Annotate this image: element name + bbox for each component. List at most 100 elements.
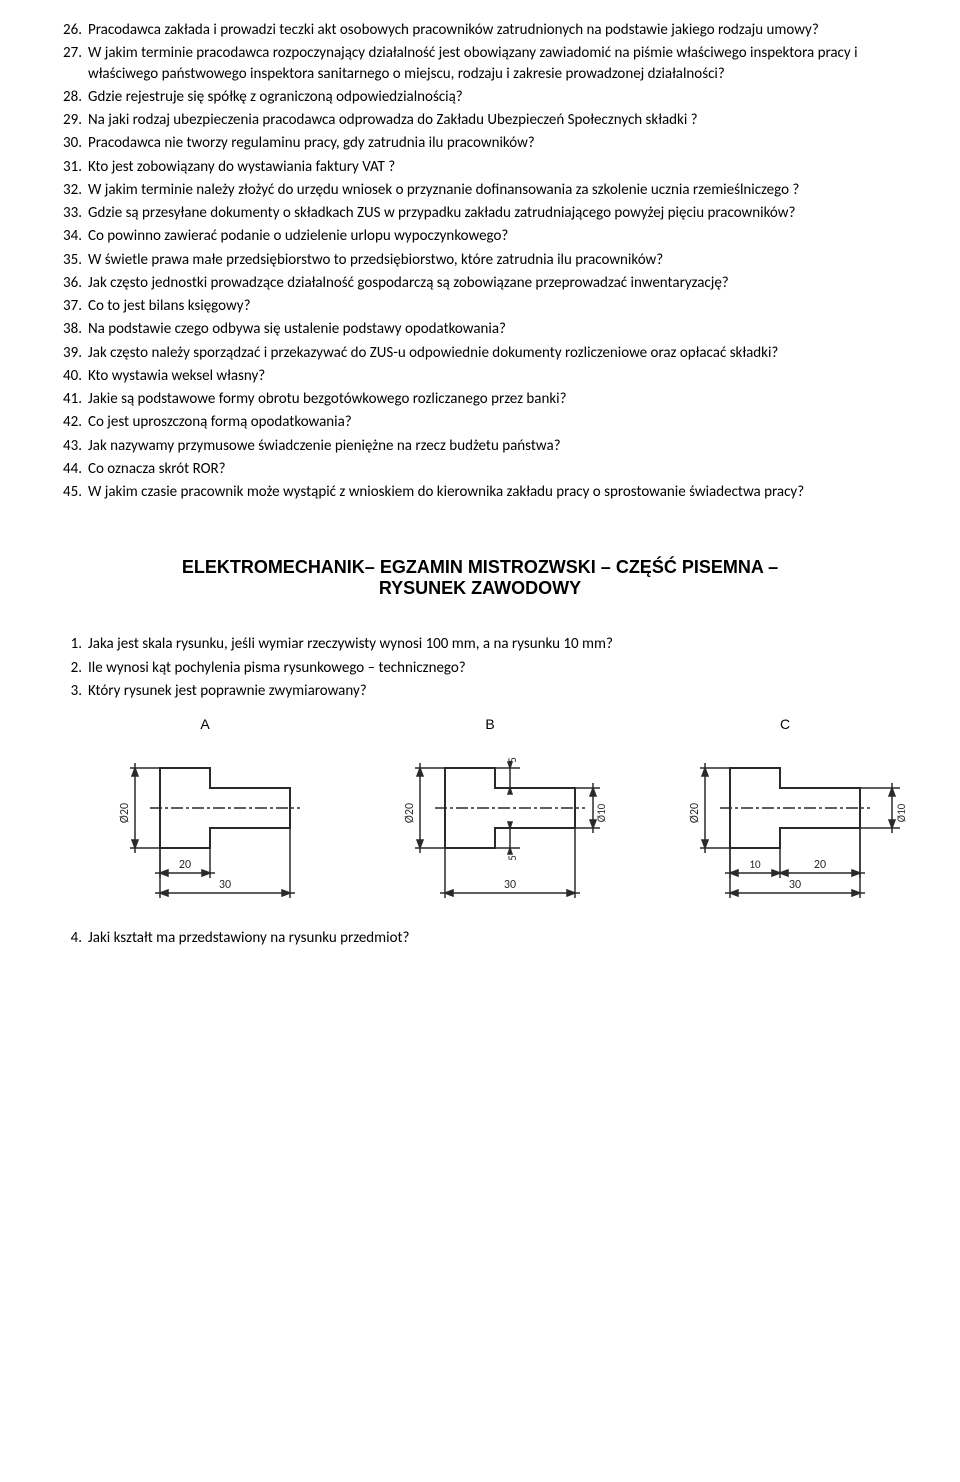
question-item: 27.W jakim terminie pracodawca rozpoczyn… [60,43,900,84]
question-number: 29. [60,110,88,130]
question-number: 33. [60,203,88,223]
question-text: Gdzie są przesyłane dokumenty o składkac… [88,203,900,223]
question-item: 26.Pracodawca zakłada i prowadzi teczki … [60,20,900,40]
question-item: 33.Gdzie są przesyłane dokumenty o skład… [60,203,900,223]
section-title-line2: RYSUNEK ZAWODOWY [60,578,900,599]
question-number: 3. [60,681,88,701]
question-text: W jakim terminie należy złożyć do urzędu… [88,180,900,200]
question-number: 44. [60,459,88,479]
question-number: 42. [60,412,88,432]
question-item: 43.Jak nazywamy przymusowe świadczenie p… [60,436,900,456]
question-text: Pracodawca nie tworzy regulaminu pracy, … [88,133,900,153]
section-title: ELEKTROMECHANIK– EGZAMIN MISTROZWSKI – C… [60,557,900,599]
question-text: Jak często jednostki prowadzące działaln… [88,273,900,293]
question-list-part2: 1.Jaka jest skala rysunku, jeśli wymiar … [60,634,900,701]
question-item: 40.Kto wystawia weksel własny? [60,366,900,386]
question-item: 37.Co to jest bilans księgowy? [60,296,900,316]
diagram-b: 5 5 Ø10 Ø20 30 [375,738,635,908]
question-text: Na jaki rodzaj ubezpieczenia pracodawca … [88,110,900,130]
question-text: Co jest uproszczoną formą opodatkowania? [88,412,900,432]
question-number: 35. [60,250,88,270]
question-text: Jaki kształt ma przedstawiony na rysunku… [88,928,900,948]
section-title-line1: ELEKTROMECHANIK– EGZAMIN MISTROZWSKI – C… [60,557,900,578]
question-number: 31. [60,157,88,177]
question-item: 36.Jak często jednostki prowadzące dział… [60,273,900,293]
question-number: 32. [60,180,88,200]
question-item: 39.Jak często należy sporządzać i przeka… [60,343,900,363]
question-text: Pracodawca zakłada i prowadzi teczki akt… [88,20,900,40]
question-number: 45. [60,482,88,502]
svg-text:Ø10: Ø10 [895,803,908,822]
question-text: Co powinno zawierać podanie o udzielenie… [88,226,900,246]
question-number: 27. [60,43,88,63]
question-item: 30.Pracodawca nie tworzy regulaminu prac… [60,133,900,153]
question-number: 43. [60,436,88,456]
question-number: 38. [60,319,88,339]
question-text: Gdzie rejestruje się spółkę z ograniczon… [88,87,900,107]
question-item: 32.W jakim terminie należy złożyć do urz… [60,180,900,200]
question-text: Kto wystawia weksel własny? [88,366,900,386]
question-text: Jaka jest skala rysunku, jeśli wymiar rz… [88,634,900,654]
question-item: 34.Co powinno zawierać podanie o udziele… [60,226,900,246]
question-item: 1.Jaka jest skala rysunku, jeśli wymiar … [60,634,900,654]
question-item: 28.Gdzie rejestruje się spółkę z ogranic… [60,87,900,107]
diagram-a: Ø20 20 30 [90,738,350,908]
diagram-b-label: B [345,716,635,732]
diagram-b-container: B [375,716,635,908]
question-item: 35.W świetle prawa małe przedsiębiorstwo… [60,250,900,270]
svg-text:Ø20: Ø20 [688,803,702,823]
question-number: 36. [60,273,88,293]
question-item: 44.Co oznacza skrót ROR? [60,459,900,479]
svg-text:20: 20 [179,858,191,872]
question-list-part1: 26.Pracodawca zakłada i prowadzi teczki … [60,20,900,502]
question-text: Jak nazywamy przymusowe świadczenie pien… [88,436,900,456]
question-number: 1. [60,634,88,654]
question-number: 4. [60,928,88,948]
question-item: 3.Który rysunek jest poprawnie zwymiarow… [60,681,900,701]
question-text: Co oznacza skrót ROR? [88,459,900,479]
question-number: 28. [60,87,88,107]
question-text: Kto jest zobowiązany do wystawiania fakt… [88,157,900,177]
question-text: W jakim czasie pracownik może wystąpić z… [88,482,900,502]
diagram-a-label: A [60,716,350,732]
question-text: Na podstawie czego odbywa się ustalenie … [88,319,900,339]
question-number: 37. [60,296,88,316]
question-text: W świetle prawa małe przedsiębiorstwo to… [88,250,900,270]
question-text: Który rysunek jest poprawnie zwymiarowan… [88,681,900,701]
question-text: Jakie są podstawowe formy obrotu bezgotó… [88,389,900,409]
svg-text:Ø20: Ø20 [403,803,417,823]
question-text: Jak często należy sporządzać i przekazyw… [88,343,900,363]
question-number: 39. [60,343,88,363]
question-item: 31.Kto jest zobowiązany do wystawiania f… [60,157,900,177]
question-item: 41.Jakie są podstawowe formy obrotu bezg… [60,389,900,409]
svg-text:10: 10 [749,858,761,871]
question-item: 42.Co jest uproszczoną formą opodatkowan… [60,412,900,432]
question-item: 29.Na jaki rodzaj ubezpieczenia pracodaw… [60,110,900,130]
question-number: 41. [60,389,88,409]
diagram-c-label: C [630,716,940,732]
question-item: 2.Ile wynosi kąt pochylenia pisma rysunk… [60,658,900,678]
question-number: 30. [60,133,88,153]
question-number: 26. [60,20,88,40]
question-text: Ile wynosi kąt pochylenia pisma rysunkow… [88,658,900,678]
question-number: 40. [60,366,88,386]
diagram-row: A [90,716,900,908]
question-item: 38.Na podstawie czego odbywa się ustalen… [60,319,900,339]
diagram-c-container: C [660,716,940,908]
svg-text:Ø20: Ø20 [118,803,132,823]
diagram-a-container: A [90,716,350,908]
question-item: 4. Jaki kształt ma przedstawiony na rysu… [60,928,900,948]
svg-text:30: 30 [219,878,231,892]
svg-text:20: 20 [814,858,826,872]
question-number: 2. [60,658,88,678]
question-list-after-diagrams: 4. Jaki kształt ma przedstawiony na rysu… [60,928,900,948]
question-item: 45.W jakim czasie pracownik może wystąpi… [60,482,900,502]
svg-text:5: 5 [506,855,519,861]
svg-text:Ø10: Ø10 [595,803,608,822]
svg-text:30: 30 [504,878,516,892]
question-number: 34. [60,226,88,246]
svg-text:30: 30 [789,878,801,892]
question-text: Co to jest bilans księgowy? [88,296,900,316]
svg-text:5: 5 [506,757,519,763]
diagram-c: Ø20 Ø10 10 20 30 [660,738,940,908]
